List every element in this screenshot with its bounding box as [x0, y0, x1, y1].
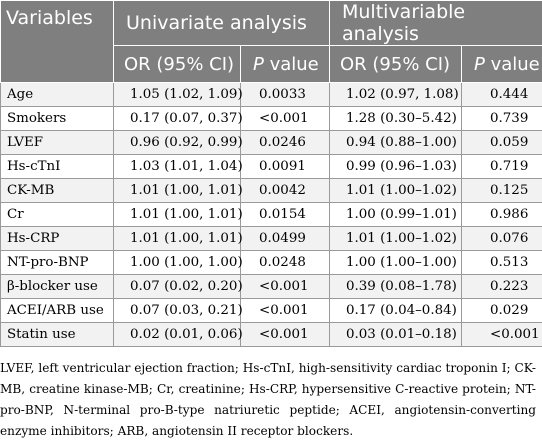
multi-or-cell: 1.00 (0.99–1.01): [330, 203, 462, 227]
uni-p-cell: 0.0248: [241, 251, 330, 275]
uni-p-cell: <0.001: [241, 299, 330, 323]
multi-p-cell: 0.986: [462, 203, 542, 227]
uni-or-cell: 0.96 (0.92, 0.99): [114, 131, 241, 155]
uni-p-cell: 0.0091: [241, 155, 330, 179]
header-multi-p-value: P value: [462, 46, 542, 83]
table-row: Cr 1.01 (1.00, 1.01) 0.0154 1.00 (0.99–1…: [1, 203, 542, 227]
variable-cell: Smokers: [1, 107, 114, 131]
uni-or-cell: 1.03 (1.01, 1.04): [114, 155, 241, 179]
p-suffix: value: [264, 54, 319, 75]
p-suffix: value: [485, 54, 540, 75]
multi-or-cell: 1.00 (1.00–1.00): [330, 251, 462, 275]
multi-p-cell: 0.719: [462, 155, 542, 179]
multi-p-cell: 0.076: [462, 227, 542, 251]
multi-or-cell: 0.17 (0.04–0.84): [330, 299, 462, 323]
uni-or-cell: 1.00 (1.00, 1.00): [114, 251, 241, 275]
variable-cell: Statin use: [1, 323, 114, 347]
uni-or-cell: 1.01 (1.00, 1.01): [114, 227, 241, 251]
multi-or-cell: 0.39 (0.08–1.78): [330, 275, 462, 299]
uni-or-cell: 1.01 (1.00, 1.01): [114, 179, 241, 203]
variable-cell: NT-pro-BNP: [1, 251, 114, 275]
table-row: NT-pro-BNP 1.00 (1.00, 1.00) 0.0248 1.00…: [1, 251, 542, 275]
uni-or-cell: 0.07 (0.02, 0.20): [114, 275, 241, 299]
uni-p-cell: 0.0033: [241, 83, 330, 107]
table-row: CK-MB 1.01 (1.00, 1.01) 0.0042 1.01 (1.0…: [1, 179, 542, 203]
uni-or-cell: 1.05 (1.02, 1.09): [114, 83, 241, 107]
variable-cell: Hs-cTnI: [1, 155, 114, 179]
table-row: β-blocker use 0.07 (0.02, 0.20) <0.001 0…: [1, 275, 542, 299]
multi-or-cell: 1.01 (1.00–1.02): [330, 179, 462, 203]
multi-p-cell: 0.059: [462, 131, 542, 155]
uni-or-cell: 0.07 (0.03, 0.21): [114, 299, 241, 323]
table-row: Smokers 0.17 (0.07, 0.37) <0.001 1.28 (0…: [1, 107, 542, 131]
multi-or-cell: 0.94 (0.88–1.00): [330, 131, 462, 155]
table-row: ACEI/ARB use 0.07 (0.03, 0.21) <0.001 0.…: [1, 299, 542, 323]
uni-p-cell: <0.001: [241, 107, 330, 131]
variable-cell: Cr: [1, 203, 114, 227]
multi-p-cell: 0.513: [462, 251, 542, 275]
multi-or-cell: 1.02 (0.97, 1.08): [330, 83, 462, 107]
multi-or-cell: 0.03 (0.01–0.18): [330, 323, 462, 347]
multi-or-cell: 1.28 (0.30–5.42): [330, 107, 462, 131]
uni-or-cell: 0.17 (0.07, 0.37): [114, 107, 241, 131]
uni-p-cell: <0.001: [241, 323, 330, 347]
variable-cell: ACEI/ARB use: [1, 299, 114, 323]
multi-p-cell: 0.739: [462, 107, 542, 131]
variable-cell: LVEF: [1, 131, 114, 155]
table-body: Age 1.05 (1.02, 1.09) 0.0033 1.02 (0.97,…: [1, 83, 542, 347]
table-row: Hs-cTnI 1.03 (1.01, 1.04) 0.0091 0.99 (0…: [1, 155, 542, 179]
p-letter: P: [474, 54, 485, 75]
header-row-groups: Variables Univariate analysis Multivaria…: [1, 1, 542, 46]
header-univariate: Univariate analysis: [114, 1, 330, 46]
multi-p-cell: <0.001: [462, 323, 542, 347]
table-row: Statin use 0.02 (0.01, 0.06) <0.001 0.03…: [1, 323, 542, 347]
header-variables: Variables: [1, 1, 114, 83]
header-uni-p-value: P value: [241, 46, 330, 83]
header-uni-or-ci: OR (95% CI): [114, 46, 241, 83]
multi-p-cell: 0.444: [462, 83, 542, 107]
variable-cell: β-blocker use: [1, 275, 114, 299]
multi-or-cell: 1.01 (1.00–1.02): [330, 227, 462, 251]
uni-p-cell: 0.0499: [241, 227, 330, 251]
header-multivariable: Multivariable analysis: [330, 1, 542, 46]
uni-p-cell: 0.0154: [241, 203, 330, 227]
uni-p-cell: 0.0246: [241, 131, 330, 155]
multi-or-cell: 0.99 (0.96–1.03): [330, 155, 462, 179]
multi-p-cell: 0.223: [462, 275, 542, 299]
variable-cell: Age: [1, 83, 114, 107]
table-row: Hs-CRP 1.01 (1.00, 1.01) 0.0499 1.01 (1.…: [1, 227, 542, 251]
uni-or-cell: 0.02 (0.01, 0.06): [114, 323, 241, 347]
header-multi-or-ci: OR (95% CI): [330, 46, 462, 83]
uni-or-cell: 1.01 (1.00, 1.01): [114, 203, 241, 227]
uni-p-cell: 0.0042: [241, 179, 330, 203]
results-table-container: Variables Univariate analysis Multivaria…: [0, 0, 542, 347]
variable-cell: Hs-CRP: [1, 227, 114, 251]
table-row: LVEF 0.96 (0.92, 0.99) 0.0246 0.94 (0.88…: [1, 131, 542, 155]
variable-cell: CK-MB: [1, 179, 114, 203]
table-header: Variables Univariate analysis Multivaria…: [1, 1, 542, 83]
uni-p-cell: <0.001: [241, 275, 330, 299]
multi-p-cell: 0.125: [462, 179, 542, 203]
multi-p-cell: 0.029: [462, 299, 542, 323]
table-row: Age 1.05 (1.02, 1.09) 0.0033 1.02 (0.97,…: [1, 83, 542, 107]
table-footnote: LVEF, left ventricular ejection fraction…: [0, 358, 536, 442]
p-letter: P: [253, 54, 264, 75]
regression-results-table: Variables Univariate analysis Multivaria…: [0, 0, 542, 347]
